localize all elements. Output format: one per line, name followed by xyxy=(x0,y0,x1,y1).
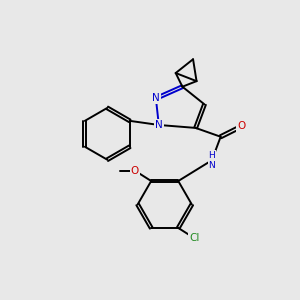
Text: O: O xyxy=(237,122,245,131)
Text: N: N xyxy=(152,94,160,103)
Text: O: O xyxy=(131,166,139,176)
Text: N: N xyxy=(155,120,163,130)
Text: H
N: H N xyxy=(208,151,215,170)
Text: Cl: Cl xyxy=(189,233,200,243)
